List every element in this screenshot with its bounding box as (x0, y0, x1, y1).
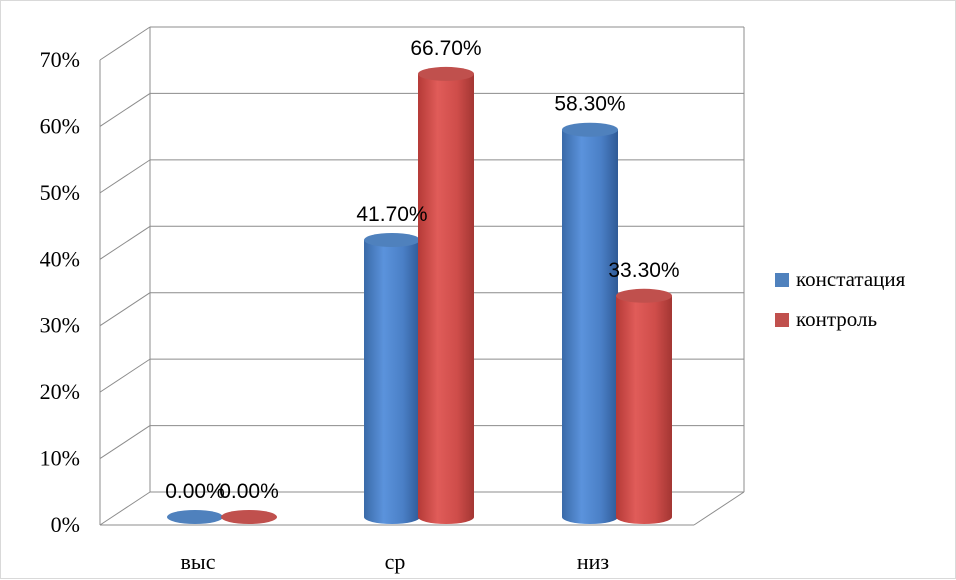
bar-top-0-2 (562, 122, 618, 137)
gridline-side (99, 159, 151, 194)
y-tick-label: 40% (40, 246, 80, 271)
legend-label-0: констатация (796, 267, 906, 291)
y-tick-label: 30% (40, 313, 80, 338)
category-label: низ (577, 549, 609, 574)
bar-top-1-1 (418, 66, 474, 81)
data-label-0-0: 0.00% (165, 480, 225, 503)
bar-0-1 (364, 239, 420, 524)
bar-0-2 (562, 129, 618, 524)
y-tick-label: 70% (40, 47, 80, 72)
bar-top-0-0 (167, 510, 223, 524)
category-label: выс (181, 549, 216, 574)
data-label-0-2: 58.30% (554, 93, 625, 116)
data-label-1-1: 66.70% (410, 37, 481, 60)
y-tick-label: 0% (51, 512, 80, 537)
legend-swatch-1 (775, 313, 789, 327)
gridline-side (99, 292, 151, 327)
data-label-1-0: 0.00% (219, 480, 279, 503)
bar-1-1 (418, 73, 474, 525)
legend-swatch-0 (775, 273, 789, 287)
gridline-side (99, 225, 151, 260)
gridline-side (99, 358, 151, 393)
data-label-1-2: 33.30% (608, 259, 679, 282)
data-label-0-1: 41.70% (356, 203, 427, 226)
y-tick-label: 50% (40, 180, 80, 205)
y-tick-label: 10% (40, 446, 80, 471)
y-tick-label: 20% (40, 379, 80, 404)
bar-1-2 (616, 295, 672, 524)
bar-top-1-2 (616, 288, 672, 303)
legend-label-1: контроль (796, 307, 877, 331)
gridline-side (99, 491, 151, 526)
gridline-side (99, 425, 151, 459)
bar-top-1-0 (221, 510, 277, 524)
gridline-side (99, 93, 151, 127)
floor-right-edge (693, 491, 745, 526)
y-tick-label: 60% (40, 113, 80, 138)
gridline-side (99, 26, 151, 61)
category-label: ср (385, 549, 406, 574)
bar-top-0-1 (364, 232, 420, 247)
